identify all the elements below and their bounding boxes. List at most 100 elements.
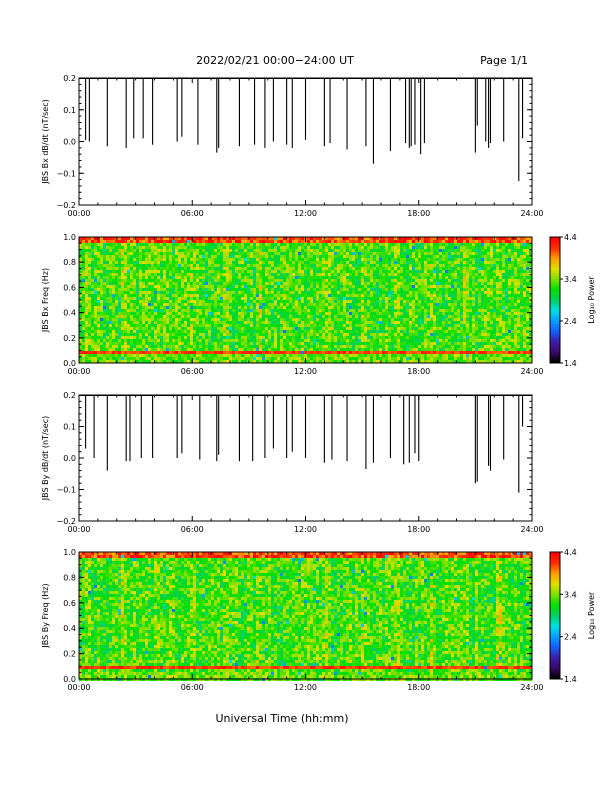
spectrogram-cell	[412, 291, 415, 294]
spectrogram-cell	[355, 330, 358, 333]
spectrogram-cell	[115, 354, 118, 357]
spectrogram-cell	[403, 312, 406, 315]
spectrogram-cell	[172, 303, 175, 306]
spectrogram-cell	[190, 276, 193, 279]
spectrogram-cell	[298, 336, 301, 339]
spectrogram-cell	[142, 354, 145, 357]
spectrogram-cell	[379, 339, 382, 342]
spectrogram-cell	[307, 249, 310, 252]
spectrogram-cell	[256, 255, 259, 258]
spectrogram-cell	[154, 309, 157, 312]
spectrogram-cell	[259, 303, 262, 306]
spectrogram-cell	[364, 324, 367, 327]
spectrogram-cell	[358, 282, 361, 285]
spectrogram-cell	[109, 303, 112, 306]
spectrogram-cell	[388, 294, 391, 297]
spectrogram-cell	[307, 306, 310, 309]
spectrogram-cell	[385, 324, 388, 327]
spectrogram-cell	[229, 327, 232, 330]
spectrogram-cell	[112, 330, 115, 333]
spectrogram-cell	[292, 297, 295, 300]
spectrogram-cell	[184, 258, 187, 261]
spectrogram-cell	[130, 255, 133, 258]
spectrogram-cell	[301, 288, 304, 291]
spectrogram-cell	[304, 294, 307, 297]
spectrogram-cell	[301, 351, 304, 354]
spectrogram-cell	[325, 300, 328, 303]
spectrogram-cell	[145, 330, 148, 333]
spectrogram-cell	[346, 333, 349, 336]
spectrogram-cell	[235, 288, 238, 291]
spectrogram-cell	[241, 339, 244, 342]
spectrogram-cell	[133, 258, 136, 261]
spectrogram-cell	[289, 297, 292, 300]
spectrogram-cell	[82, 291, 85, 294]
spectrogram-cell	[154, 333, 157, 336]
spectrogram-cell	[124, 324, 127, 327]
spectrogram-cell	[214, 357, 217, 360]
spectrogram-cell	[172, 264, 175, 267]
spectrogram-cell	[379, 273, 382, 276]
spectrogram-cell	[310, 348, 313, 351]
spectrogram-cell	[187, 270, 190, 273]
spectrogram-cell	[361, 285, 364, 288]
spectrogram-cell	[391, 246, 394, 249]
spectrogram-cell	[277, 303, 280, 306]
spectrogram-cell	[181, 261, 184, 264]
spectrogram-cell	[205, 255, 208, 258]
spectrogram-cell	[352, 315, 355, 318]
spectrogram-cell	[334, 327, 337, 330]
spectrogram-cell	[151, 261, 154, 264]
spectrogram-cell	[316, 258, 319, 261]
spectrogram-cell	[187, 321, 190, 324]
spectrogram-cell	[184, 327, 187, 330]
spectrogram-cell	[241, 303, 244, 306]
spectrogram-cell	[409, 288, 412, 291]
spectrogram-cell	[337, 285, 340, 288]
spectrogram-cell	[166, 306, 169, 309]
spectrogram-cell	[229, 270, 232, 273]
spectrogram-cell	[214, 306, 217, 309]
spectrogram-cell	[106, 243, 109, 246]
spectrogram-cell	[196, 306, 199, 309]
spectrogram-cell	[358, 273, 361, 276]
spectrogram-cell	[250, 246, 253, 249]
spectrogram-cell	[175, 261, 178, 264]
spectrogram-cell	[157, 351, 160, 354]
spectrogram-cell	[397, 345, 400, 348]
spectrogram-cell	[193, 342, 196, 345]
spectrogram-cell	[112, 261, 115, 264]
spectrogram-cell	[241, 261, 244, 264]
spectrogram-cell	[346, 330, 349, 333]
spectrogram-cell	[154, 264, 157, 267]
spectrogram-cell	[331, 318, 334, 321]
spectrogram-cell	[301, 327, 304, 330]
spectrogram-cell	[223, 342, 226, 345]
spectrogram-cell	[106, 297, 109, 300]
spectrogram-cell	[250, 330, 253, 333]
spectrogram-cell	[148, 333, 151, 336]
spectrogram-cell	[403, 273, 406, 276]
spectrogram-cell	[91, 255, 94, 258]
spectrogram-cell	[247, 318, 250, 321]
spectrogram-cell	[295, 342, 298, 345]
spectrogram-cell	[238, 243, 241, 246]
spectrogram-cell	[211, 270, 214, 273]
spectrogram-cell	[250, 261, 253, 264]
spectrogram-cell	[286, 294, 289, 297]
spectrogram-cell	[91, 279, 94, 282]
spectrogram-cell	[136, 276, 139, 279]
spectrogram-cell	[277, 246, 280, 249]
spectrogram-cell	[172, 294, 175, 297]
spectrogram-cell	[370, 288, 373, 291]
spectrogram-cell	[349, 339, 352, 342]
spectrogram-cell	[226, 324, 229, 327]
spectrogram-cell	[361, 273, 364, 276]
spectrogram-cell	[364, 339, 367, 342]
spectrogram-cell	[256, 303, 259, 306]
spectrogram-cell	[268, 264, 271, 267]
spectrogram-cell	[301, 348, 304, 351]
spectrogram-cell	[184, 276, 187, 279]
spectrogram-cell	[199, 279, 202, 282]
